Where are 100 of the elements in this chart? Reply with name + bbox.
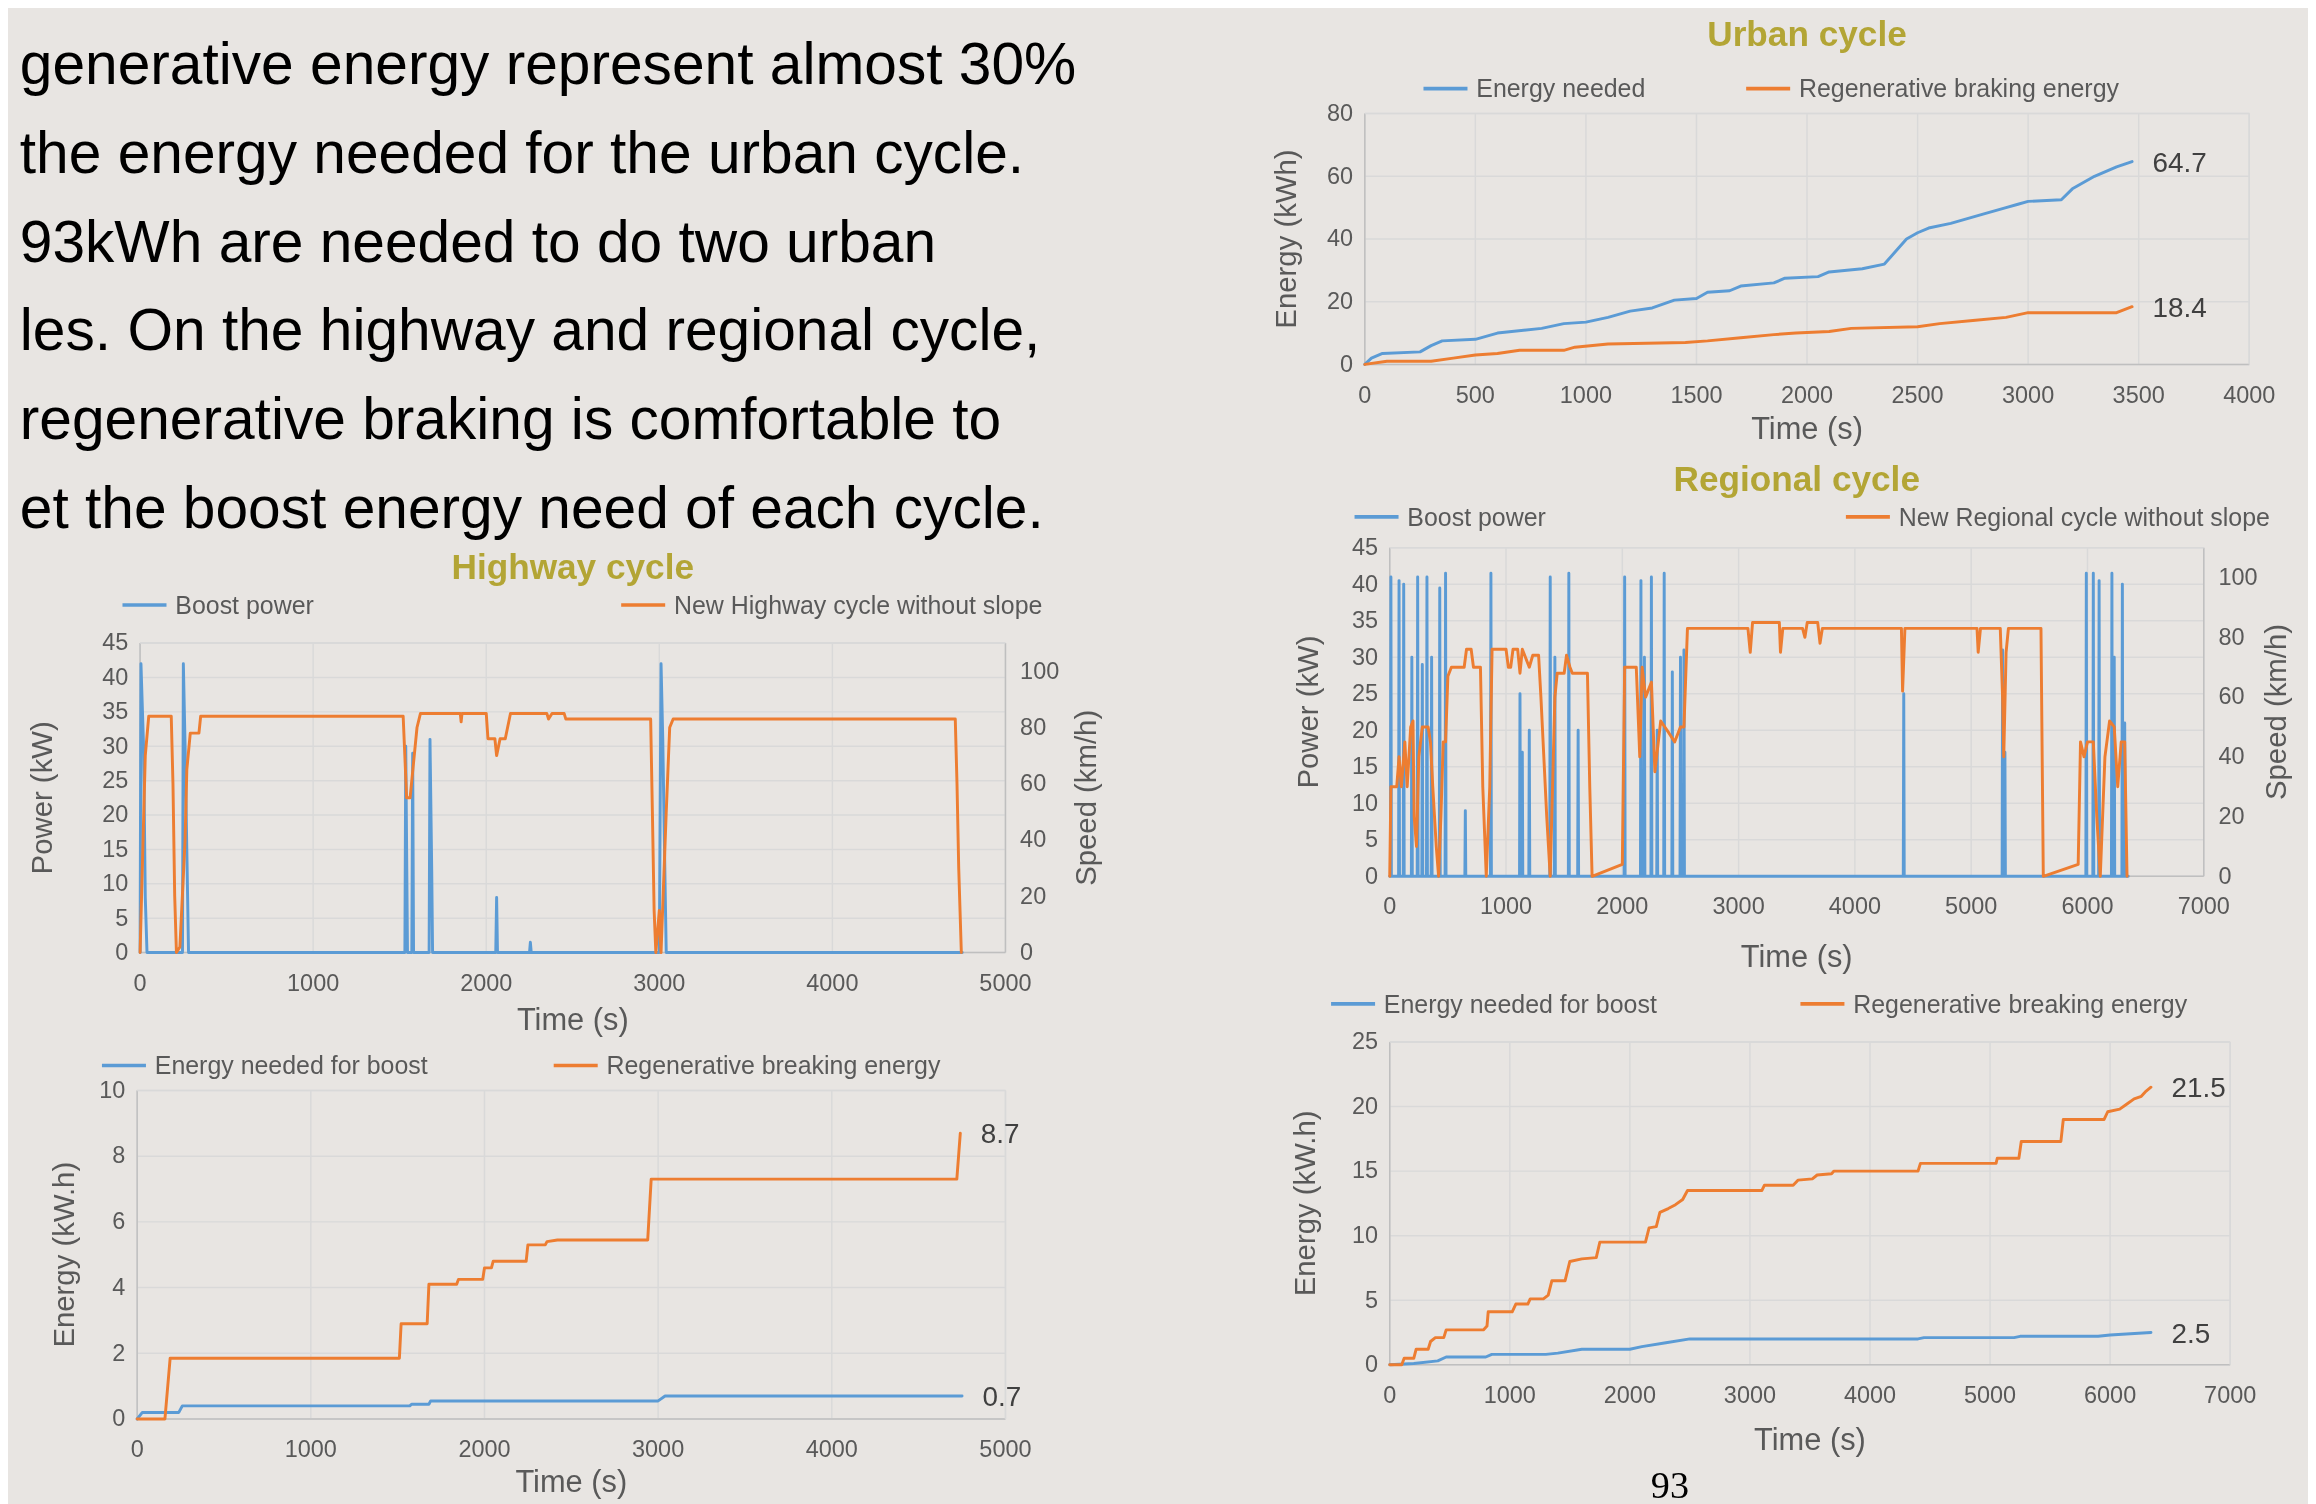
y2-tick-label: 40 [2218, 743, 2245, 770]
x-axis-title: Time (s) [1751, 411, 1863, 447]
y-axis-title: Energy (kW.h) [1287, 1110, 1321, 1297]
annotation: 64.7 [2152, 146, 2207, 178]
x-tick-label: 5000 [979, 1436, 1032, 1463]
y-tick-label: 15 [102, 835, 129, 862]
line-series [1388, 1085, 2153, 1367]
y-tick-label: 10 [1351, 789, 1379, 816]
x-tick-label: 3000 [1723, 1381, 1777, 1408]
x-tick-label: 2000 [1780, 381, 1834, 408]
x-tick-label: 7000 [2204, 1381, 2257, 1408]
annotation: 8.7 [980, 1118, 1020, 1150]
text: les. On the highway and regional cycle, [19, 297, 1041, 363]
x-tick-label: 3000 [1712, 893, 1765, 920]
y-axis-title: Energy (kW.h) [47, 1161, 81, 1348]
x-tick-label: 4000 [806, 969, 859, 996]
y-axis-title: Energy (kWh) [1268, 149, 1302, 329]
y2-tick-label: 80 [1020, 713, 1047, 740]
x-axis-title: Time (s) [515, 1464, 628, 1500]
line-series [138, 711, 963, 955]
y-tick-label: 0 [1340, 350, 1354, 377]
x-tick-label: 0 [133, 969, 147, 996]
x-tick-label: 1000 [284, 1436, 337, 1463]
legend-label: Boost power [1407, 502, 1546, 531]
x-tick-label: 5000 [979, 969, 1032, 996]
line-series [1388, 620, 2129, 878]
x-tick-label: 1000 [1559, 381, 1613, 408]
x-tick-label: 3000 [2002, 381, 2055, 408]
legend-label: Energy needed [1476, 74, 1646, 103]
x-tick-label: 6000 [2084, 1381, 2137, 1408]
legend-label: New Highway cycle without slope [673, 590, 1043, 619]
y-tick-label: 0 [115, 938, 129, 965]
legend-label: Regenerative breaking energy [1853, 989, 2188, 1018]
annotation: 0.7 [982, 1381, 1022, 1413]
y-tick-label: 0 [112, 1405, 126, 1432]
annotation: 21.5 [2171, 1072, 2226, 1104]
legend-label: New Regional cycle without slope [1898, 502, 2270, 531]
x-axis-title: Time (s) [1754, 1421, 1866, 1457]
y-tick-label: 10 [102, 870, 129, 897]
x-axis-title: Time (s) [1740, 939, 1853, 975]
text: generative energy represent almost 30% [19, 31, 1077, 97]
y-tick-label: 10 [99, 1076, 126, 1103]
legend-label: Regenerative braking energy [1798, 74, 2120, 103]
x-axis-title: Time (s) [516, 1002, 629, 1038]
x-tick-label: 2000 [460, 969, 513, 996]
x-tick-label: 4000 [1828, 893, 1881, 920]
y-tick-label: 45 [1351, 534, 1379, 561]
legend-label: Energy needed for boost [154, 1051, 428, 1080]
y-tick-label: 30 [1351, 643, 1379, 670]
chart-title: Urban cycle [1707, 14, 1907, 54]
x-tick-label: 2000 [1596, 893, 1649, 920]
y-tick-label: 40 [1326, 225, 1354, 252]
x-tick-label: 2000 [458, 1436, 511, 1463]
y2-axis-title: Speed (km/h) [2258, 624, 2292, 801]
y2-tick-label: 80 [2218, 623, 2245, 650]
x-tick-label: 6000 [2061, 893, 2114, 920]
y-axis-title: Power (kW) [25, 721, 59, 875]
x-tick-label: 3500 [2112, 381, 2165, 408]
x-tick-label: 5000 [1945, 893, 1998, 920]
annotation: 18.4 [2152, 292, 2207, 323]
y-tick-label: 60 [1326, 162, 1354, 189]
y-tick-label: 35 [1351, 607, 1379, 634]
legend-label: Regenerative breaking energy [606, 1051, 941, 1080]
annotation: 2.5 [2171, 1317, 2211, 1349]
x-tick-label: 4000 [2223, 381, 2276, 408]
y2-tick-label: 0 [2218, 862, 2232, 889]
x-tick-label: 0 [1383, 893, 1397, 920]
line-series [1363, 305, 2134, 366]
legend-label: Boost power [175, 590, 314, 619]
y-tick-label: 15 [1351, 1157, 1379, 1184]
y-tick-label: 8 [112, 1142, 126, 1169]
line-series [135, 1394, 964, 1421]
y2-tick-label: 100 [2218, 563, 2258, 590]
y-tick-label: 2 [112, 1339, 126, 1366]
y-tick-label: 0 [1364, 862, 1379, 889]
legend-label: Energy needed for boost [1383, 989, 1657, 1018]
text: et the boost energy need of each cycle. [19, 474, 1044, 540]
y-tick-label: 20 [102, 801, 129, 828]
y-tick-label: 30 [102, 732, 129, 759]
y2-tick-label: 60 [2218, 683, 2245, 710]
y-tick-label: 40 [102, 663, 129, 690]
x-tick-label: 3000 [633, 969, 686, 996]
y-tick-label: 5 [1364, 1286, 1379, 1313]
x-tick-label: 2500 [1891, 381, 1944, 408]
y-tick-label: 20 [1326, 288, 1354, 315]
x-tick-label: 2000 [1603, 1381, 1656, 1408]
y-tick-label: 80 [1326, 99, 1354, 126]
y-tick-label: 0 [1364, 1351, 1379, 1378]
y-tick-label: 15 [1351, 753, 1379, 780]
y-axis-title: Power (kW) [1290, 635, 1324, 789]
y-tick-label: 20 [1351, 1092, 1379, 1119]
y2-tick-label: 20 [1020, 882, 1047, 909]
x-tick-label: 4000 [805, 1436, 858, 1463]
text: 93kWh are needed to do two urban [19, 208, 937, 274]
x-tick-label: 0 [1383, 1381, 1397, 1408]
y2-tick-label: 100 [1020, 657, 1060, 684]
y-tick-label: 25 [1351, 680, 1379, 707]
y-tick-label: 6 [112, 1208, 126, 1235]
x-tick-label: 4000 [1843, 1381, 1897, 1408]
y2-axis-title: Speed (km/h) [1069, 709, 1103, 886]
